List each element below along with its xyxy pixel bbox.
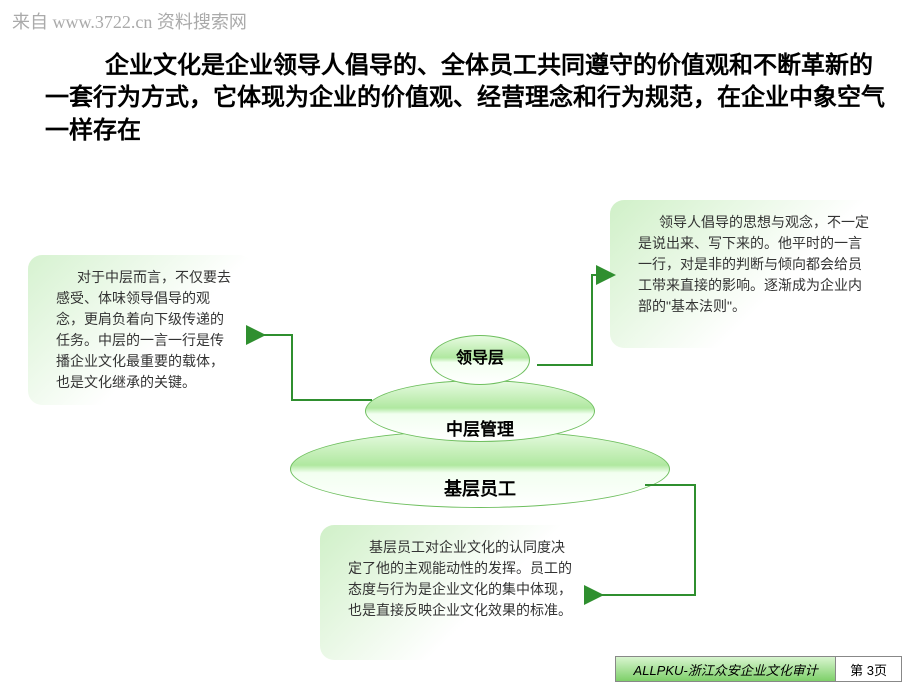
pyramid-label-middle: 中层管理 — [366, 415, 594, 440]
pyramid-layer-top: 领导层 — [430, 335, 530, 385]
footer-brand: ALLPKU-浙江众安企业文化审计 — [615, 656, 835, 682]
callout-middle-mgmt: 对于中层而言，不仅要去感受、体味领导倡导的观念，更肩负着向下级传递的任务。中层的… — [28, 255, 253, 405]
footer-bar: ALLPKU-浙江众安企业文化审计 第 3页 — [615, 656, 902, 682]
callout-staff: 基层员工对企业文化的认同度决定了他的主观能动性的发挥。员工的态度与行为是企业文化… — [320, 525, 590, 660]
connector-bottom — [585, 480, 725, 630]
pyramid-label-top: 领导层 — [431, 344, 529, 368]
connector-left — [252, 325, 382, 425]
connector-right — [532, 265, 732, 375]
watermark-text: 来自 www.3722.cn 资料搜索网 — [12, 8, 247, 34]
pyramid-layer-middle: 中层管理 — [365, 380, 595, 442]
slide-title: 企业文化是企业领导人倡导的、全体员工共同遵守的价值观和不断革新的一套行为方式，它… — [45, 50, 890, 147]
footer-page-number: 第 3页 — [835, 656, 902, 682]
